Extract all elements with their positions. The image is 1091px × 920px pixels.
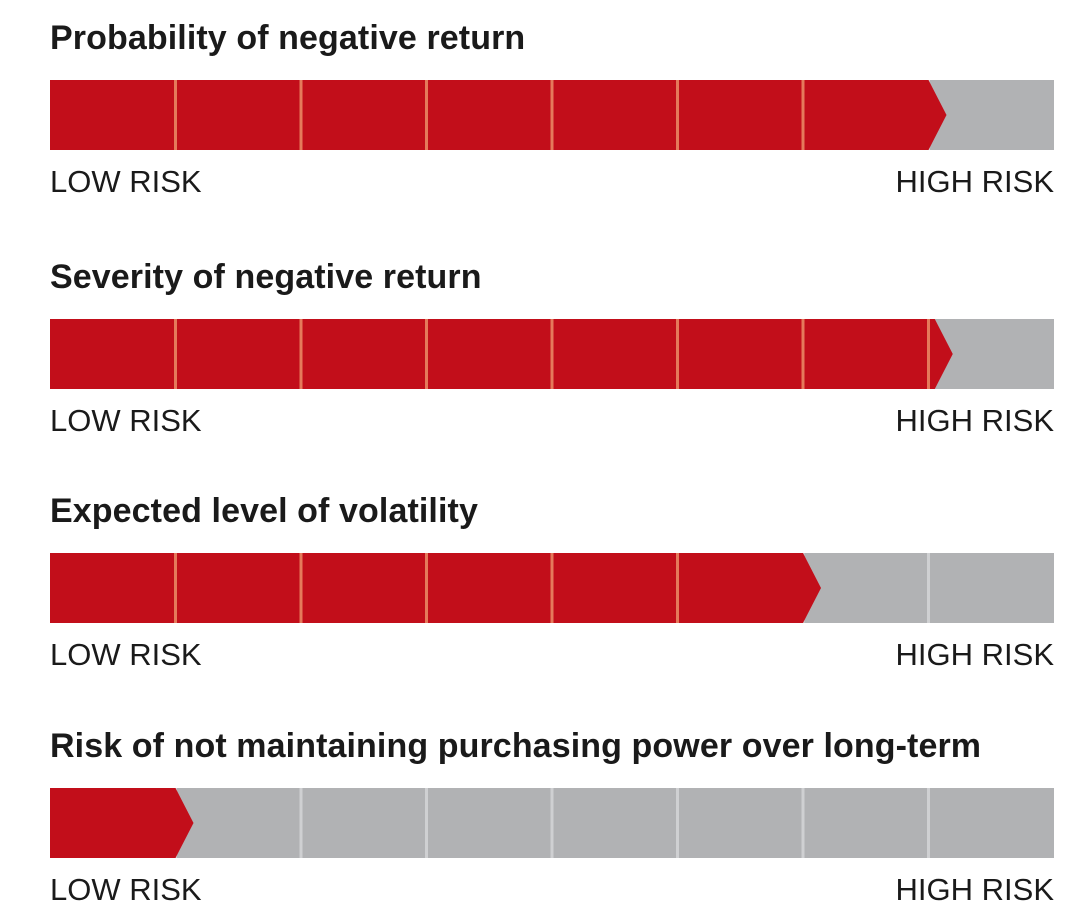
low-risk-label: LOW RISK [50, 164, 202, 199]
segment-divider [801, 788, 805, 858]
gauge-severity: Severity of negative return LOW RISK HIG… [50, 257, 1054, 447]
low-risk-label: LOW RISK [50, 872, 202, 907]
segment-divider [550, 553, 554, 623]
segment-divider [550, 80, 554, 150]
gauge-volatility: Expected level of volatility LOW RISK HI… [50, 491, 1054, 681]
segment-divider [676, 788, 679, 858]
low-risk-label: LOW RISK [50, 403, 202, 438]
bar-fill-arrow [50, 788, 194, 858]
risk-bar [50, 553, 1054, 623]
bar-fill [50, 553, 821, 623]
segment-divider [676, 80, 679, 150]
segment-divider [550, 319, 554, 389]
risk-bar [50, 788, 1054, 858]
segment-divider [299, 788, 303, 858]
segment-divider [174, 319, 177, 389]
high-risk-label: HIGH RISK [895, 872, 1054, 907]
segment-divider [550, 788, 554, 858]
bar-fill [50, 788, 194, 858]
gauge-title: Probability of negative return [50, 19, 526, 57]
bar-fill-arrow [50, 80, 947, 150]
risk-bar [50, 80, 1054, 150]
segment-divider [174, 553, 177, 623]
segment-divider [174, 80, 177, 150]
bar-fill-arrow [50, 553, 821, 623]
bar-fill [50, 319, 953, 389]
segment-divider [299, 80, 303, 150]
segment-divider [676, 553, 679, 623]
bar-fill [50, 80, 947, 150]
high-risk-label: HIGH RISK [895, 164, 1054, 199]
bar-fill-arrow [50, 319, 953, 389]
high-risk-label: HIGH RISK [895, 403, 1054, 438]
gauge-title: Risk of not maintaining purchasing power… [50, 727, 982, 765]
segment-divider [676, 319, 679, 389]
gauge-title: Expected level of volatility [50, 492, 478, 530]
segment-divider [927, 788, 930, 858]
segment-divider [425, 319, 428, 389]
gauge-title: Severity of negative return [50, 258, 482, 296]
segment-divider [299, 319, 303, 389]
segment-divider [425, 788, 428, 858]
gauge-probability: Probability of negative return LOW RISK … [50, 18, 1054, 208]
high-risk-label: HIGH RISK [895, 637, 1054, 672]
segment-divider [927, 319, 930, 389]
segment-divider [801, 80, 805, 150]
segment-divider [425, 553, 428, 623]
segment-divider [801, 319, 805, 389]
low-risk-label: LOW RISK [50, 637, 202, 672]
segment-divider [299, 553, 303, 623]
gauge-purchasing-power: Risk of not maintaining purchasing power… [50, 726, 1054, 916]
risk-bar [50, 319, 1054, 389]
segment-divider [425, 80, 428, 150]
segment-divider [927, 553, 930, 623]
